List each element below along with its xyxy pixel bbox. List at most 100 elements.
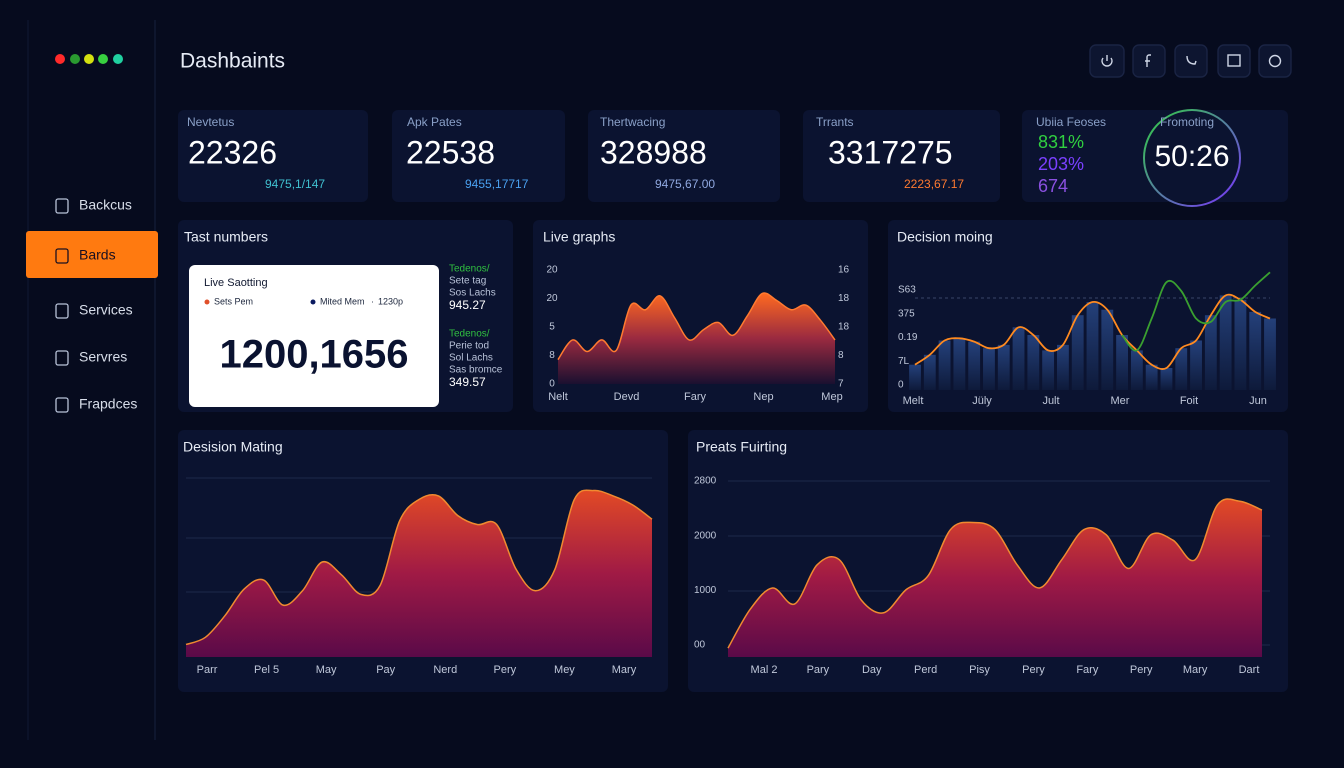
bar (938, 340, 951, 390)
stat-card (588, 110, 780, 202)
rate-value: 674 (1038, 176, 1068, 196)
bar (1175, 348, 1188, 390)
note-value: 945.27 (449, 298, 486, 312)
nav-item[interactable]: Bards (79, 247, 116, 263)
panel-title: Live graphs (543, 229, 615, 245)
note-value: 349.57 (449, 375, 486, 389)
bar (983, 348, 995, 390)
dot (70, 54, 80, 64)
stat-value: 22326 (188, 134, 277, 170)
x-label: Foit (1180, 395, 1198, 407)
phone-icon (1186, 55, 1197, 65)
x-label: Mer (1111, 395, 1130, 407)
nav-item[interactable]: Frapdces (79, 396, 137, 412)
note-line: Sol Lachs (449, 353, 493, 364)
stat-label: Thertwacing (600, 115, 665, 129)
nav-item[interactable]: Backcus (79, 197, 132, 213)
area-line (727, 498, 1263, 649)
y-label: 2800 (694, 476, 717, 487)
y-label: 20 (546, 293, 558, 304)
y-label: 16 (838, 265, 850, 276)
y-label: 8 (838, 350, 844, 361)
panel-title: Tast numbers (184, 229, 268, 245)
bar (1101, 309, 1114, 390)
y-label: 5 (549, 322, 555, 333)
x-label: Perd (914, 664, 937, 676)
nav-item[interactable]: Services (79, 302, 133, 318)
bar (997, 344, 1010, 390)
stat-value: 328988 (600, 134, 707, 170)
bar (1071, 315, 1084, 390)
bar (1145, 364, 1158, 390)
icon-button[interactable] (1217, 44, 1251, 78)
timer-label: Fromoting (1160, 115, 1214, 129)
legend-item: Sets Pem (214, 296, 253, 306)
stat-label: Apk Pates (407, 115, 462, 129)
y-label: 7L (898, 356, 910, 367)
note-line: Sas bromce (449, 365, 503, 376)
area-line (185, 489, 653, 646)
nav-icon (55, 303, 69, 319)
x-label: Day (862, 664, 882, 676)
stat-sub: 9455,17717 (465, 177, 529, 191)
dot (113, 54, 123, 64)
page-title: Dashbaints (180, 50, 285, 73)
stat-label: Nevtetus (187, 115, 234, 129)
bar (1012, 327, 1025, 390)
y-label: 8 (549, 350, 555, 361)
stat-card (178, 110, 368, 202)
panel-title: Decision moing (897, 229, 993, 245)
stat-sub: 2223,67.17 (904, 177, 964, 191)
panel-title: Preats Fuirting (696, 439, 787, 455)
nav-icon (55, 397, 69, 413)
x-label: Jult (1042, 395, 1059, 407)
bar (1086, 302, 1099, 390)
x-label: Fary (684, 391, 707, 403)
legend-dot (310, 299, 316, 305)
legend-separator: · (371, 296, 374, 306)
bar (923, 354, 936, 390)
x-label: Fary (1076, 664, 1099, 676)
window-dots (55, 54, 123, 64)
nav-icon (55, 198, 69, 214)
bar (1264, 318, 1276, 390)
nav-icon (55, 248, 69, 264)
stat-sub: 9475,67.00 (655, 177, 715, 191)
nav-item[interactable]: Servres (79, 349, 127, 365)
x-label: Pery (1130, 664, 1153, 676)
icon-button[interactable] (1174, 44, 1208, 78)
x-label: Jun (1249, 395, 1267, 407)
x-label: Pery (494, 664, 517, 676)
settings-icon (1268, 54, 1282, 68)
x-label: Pary (807, 664, 830, 676)
area (186, 490, 652, 657)
bar (1219, 295, 1232, 390)
header-icons[interactable] (1089, 44, 1292, 78)
x-label: Mep (821, 391, 842, 403)
card-title: Live Saotting (204, 277, 268, 289)
y-label: 0 (898, 380, 904, 391)
x-label: Dart (1239, 664, 1260, 676)
x-label: Pisy (969, 664, 990, 676)
x-label: Pery (1022, 664, 1045, 676)
legend-item: 1230p (378, 296, 403, 306)
stat-label: Ubiia Feoses (1036, 115, 1106, 129)
bar (968, 341, 981, 390)
nav-active[interactable] (26, 231, 158, 278)
x-label: May (316, 664, 337, 676)
bar (1027, 335, 1040, 390)
bar (909, 364, 921, 390)
bar (1249, 311, 1262, 390)
x-label: Nerd (433, 664, 457, 676)
y-label: S63 (898, 285, 916, 296)
stat-value: 3317275 (828, 134, 953, 170)
note-line: Sos Lachs (449, 288, 496, 299)
stat-label: Trrants (816, 115, 854, 129)
x-label: Mary (1183, 664, 1208, 676)
note-line: Perie tod (449, 341, 489, 352)
icon-button[interactable] (1258, 44, 1292, 78)
stat-sub: 9475,1/147 (265, 177, 325, 191)
bar (1204, 315, 1217, 390)
rate-value: 831% (1038, 132, 1084, 152)
